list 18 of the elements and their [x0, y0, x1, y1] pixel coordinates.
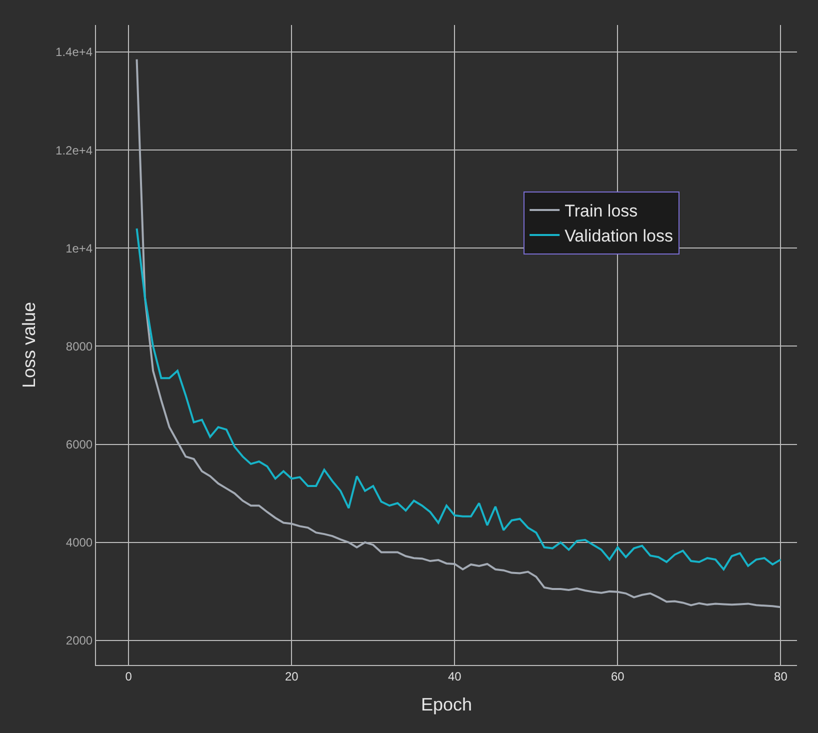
- legend-label: Validation loss: [564, 226, 673, 246]
- y-tick-label: 8000: [66, 339, 93, 354]
- x-tick-label: 60: [610, 669, 625, 684]
- x-tick-label: 40: [448, 669, 462, 684]
- x-tick-label: 20: [284, 669, 299, 684]
- y-tick-label: 2000: [66, 634, 93, 648]
- y-tick-label: 1.4e+4: [56, 45, 93, 60]
- y-tick-label: 1.2e+4: [56, 143, 93, 158]
- x-tick-label: 0: [125, 669, 132, 684]
- x-tick-label: 80: [774, 669, 788, 684]
- x-axis-title: Epoch: [420, 694, 472, 714]
- y-tick-label: 1e+4: [66, 241, 93, 256]
- legend-label: Train loss: [564, 202, 638, 221]
- y-tick-label: 4000: [66, 536, 93, 550]
- y-tick-label: 6000: [66, 438, 93, 452]
- y-axis-title: Loss value: [18, 302, 39, 388]
- line-series: [136, 58, 782, 608]
- line-series: [136, 228, 782, 570]
